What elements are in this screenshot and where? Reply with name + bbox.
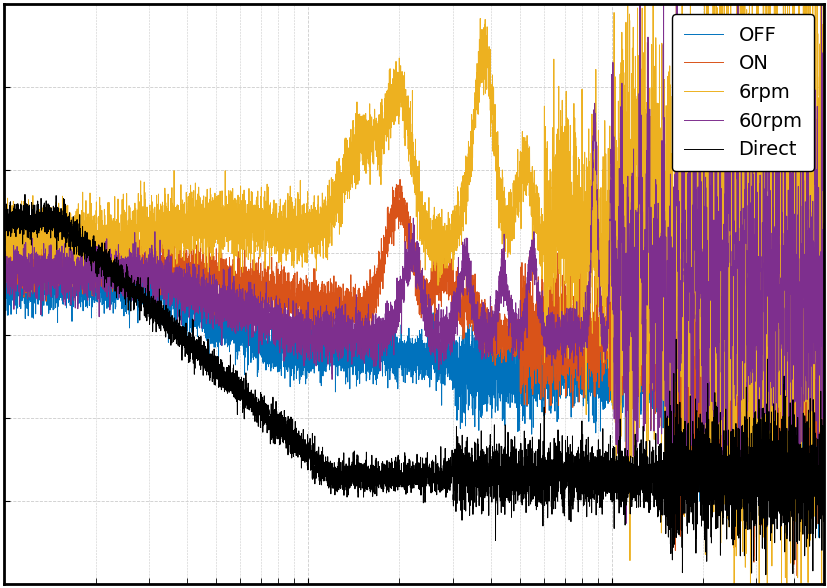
ON bbox=[791, 572, 801, 579]
Direct bbox=[650, 449, 660, 456]
Direct bbox=[818, 483, 827, 490]
ON bbox=[0, 263, 9, 270]
Direct bbox=[606, 455, 616, 462]
Direct bbox=[296, 442, 306, 449]
Direct bbox=[519, 470, 529, 477]
OFF bbox=[719, 171, 729, 178]
Line: 60rpm: 60rpm bbox=[4, 0, 823, 523]
60rpm bbox=[606, 138, 616, 145]
6rpm bbox=[0, 216, 9, 223]
OFF bbox=[650, 343, 660, 350]
6rpm bbox=[818, 179, 827, 186]
Legend: OFF, ON, 6rpm, 60rpm, Direct: OFF, ON, 6rpm, 60rpm, Direct bbox=[672, 14, 813, 171]
ON bbox=[295, 299, 305, 306]
OFF bbox=[813, 534, 823, 541]
ON bbox=[678, 75, 688, 82]
OFF bbox=[0, 285, 9, 292]
OFF bbox=[519, 420, 529, 427]
Direct bbox=[41, 211, 50, 218]
6rpm bbox=[484, 58, 494, 65]
6rpm bbox=[650, 41, 660, 48]
Line: ON: ON bbox=[4, 79, 823, 576]
6rpm bbox=[519, 173, 529, 180]
ON bbox=[606, 328, 616, 335]
Line: OFF: OFF bbox=[4, 175, 823, 537]
Direct bbox=[0, 215, 9, 222]
Line: Direct: Direct bbox=[4, 195, 823, 574]
60rpm bbox=[295, 319, 305, 326]
OFF bbox=[818, 371, 827, 378]
OFF bbox=[41, 278, 50, 285]
ON bbox=[519, 322, 529, 329]
OFF bbox=[295, 358, 305, 365]
60rpm bbox=[484, 352, 494, 359]
ON bbox=[41, 270, 50, 277]
ON bbox=[650, 410, 660, 417]
6rpm bbox=[41, 216, 50, 223]
60rpm bbox=[0, 265, 9, 272]
6rpm bbox=[606, 209, 616, 216]
OFF bbox=[484, 358, 494, 365]
Direct bbox=[484, 482, 494, 489]
6rpm bbox=[295, 229, 305, 236]
60rpm bbox=[41, 282, 50, 289]
Line: 6rpm: 6rpm bbox=[4, 0, 823, 588]
60rpm bbox=[818, 220, 827, 227]
ON bbox=[818, 314, 827, 321]
OFF bbox=[606, 364, 616, 371]
Direct bbox=[760, 571, 770, 578]
ON bbox=[484, 338, 494, 345]
60rpm bbox=[650, 225, 660, 232]
Direct bbox=[20, 191, 30, 198]
60rpm bbox=[620, 520, 630, 527]
60rpm bbox=[519, 295, 529, 302]
